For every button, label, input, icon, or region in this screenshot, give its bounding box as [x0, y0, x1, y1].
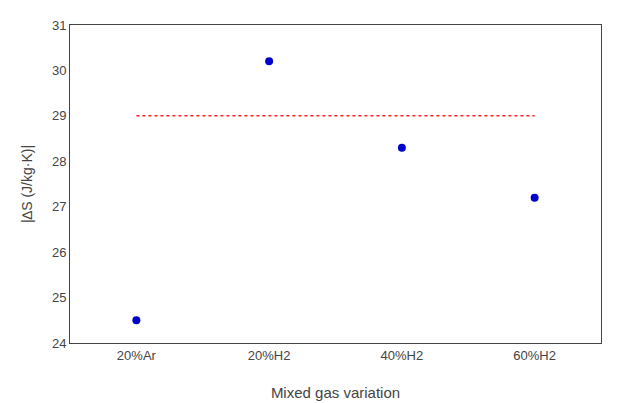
- svg-text:24: 24: [52, 336, 66, 351]
- svg-text:28: 28: [52, 154, 66, 169]
- svg-text:40%H2: 40%H2: [381, 348, 424, 363]
- svg-text:20%H2: 20%H2: [248, 348, 291, 363]
- svg-text:29: 29: [52, 108, 66, 123]
- svg-text:25: 25: [52, 290, 66, 305]
- svg-text:26: 26: [52, 245, 66, 260]
- svg-text:30: 30: [52, 63, 66, 78]
- svg-text:Mixed gas variation: Mixed gas variation: [271, 384, 400, 401]
- svg-text:27: 27: [52, 199, 66, 214]
- svg-text:31: 31: [52, 18, 66, 33]
- svg-text:|∆S (J/kg·K)|: |∆S (J/kg·K)|: [19, 145, 35, 223]
- svg-text:20%Ar: 20%Ar: [117, 348, 157, 363]
- svg-text:60%H2: 60%H2: [513, 348, 556, 363]
